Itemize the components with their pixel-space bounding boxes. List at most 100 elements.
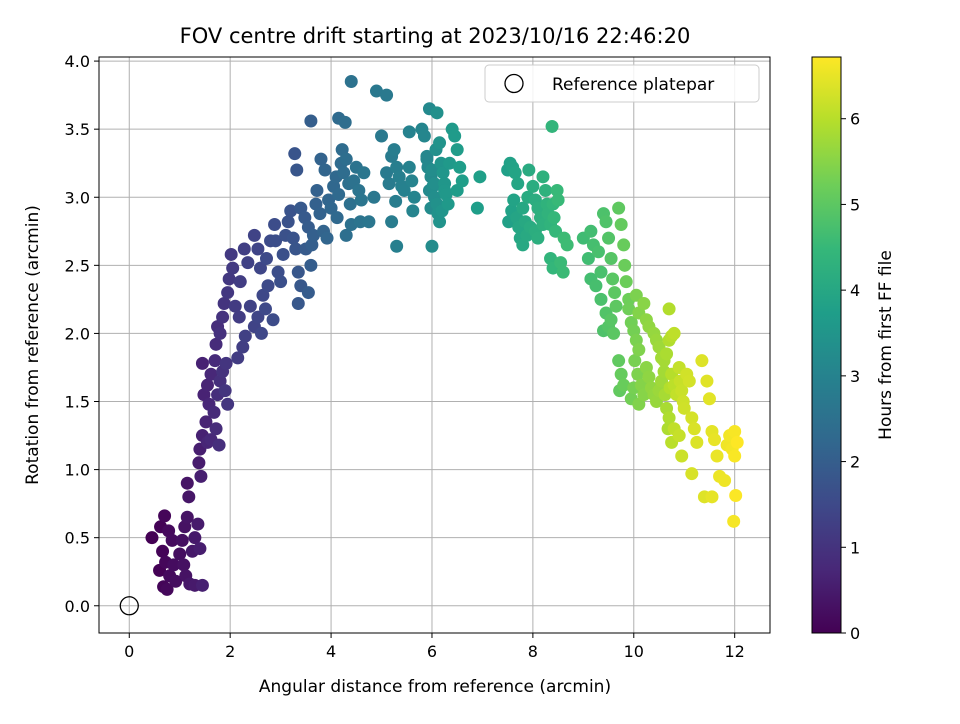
data-point [660,347,674,361]
data-point [169,574,183,588]
data-point [705,490,719,504]
data-point [221,286,235,300]
data-point [629,288,643,302]
data-point [728,449,742,463]
data-point [193,542,207,556]
colorbar-tick-label: 3 [850,367,860,386]
data-point [344,75,358,89]
data-point [256,288,270,302]
data-point [165,533,179,547]
colorbar-tick-label: 4 [850,281,860,300]
data-point [612,201,626,215]
data-point [237,242,251,256]
data-point [556,265,570,279]
data-point [167,558,181,572]
data-point [591,245,605,259]
y-tick-label: 1.5 [65,393,90,412]
y-tick-label: 3.5 [65,120,90,139]
data-point [199,415,213,429]
data-point [180,476,194,490]
data-point [339,152,353,166]
data-point [594,265,608,279]
data-point [304,258,318,272]
data-point [268,217,282,231]
data-point [200,378,214,392]
data-point [619,275,633,289]
data-point [618,258,632,272]
data-point [450,143,464,157]
data-point [339,228,353,242]
data-point [402,125,416,139]
data-point [180,510,194,524]
data-point [581,252,595,266]
data-point [305,238,319,252]
data-point [145,531,159,545]
data-point [192,456,206,470]
data-point [343,197,357,211]
data-point [318,163,332,177]
y-tick-label: 0.5 [65,529,90,548]
data-point [710,449,724,463]
colorbar-frame [811,56,842,634]
data-point [357,166,371,180]
data-point [685,467,699,481]
data-point [216,310,230,324]
colorbar-label: Hours from first FF file [876,250,896,440]
data-point [369,84,383,98]
data-point [276,247,290,261]
x-tick-label: 8 [528,642,538,661]
data-point [531,231,545,245]
data-point [417,129,431,143]
data-point [241,256,255,270]
data-point [306,228,320,242]
data-point [428,177,441,191]
data-point [675,449,689,463]
data-point [232,310,246,324]
legend-label: Reference platepar [552,75,714,95]
data-point [320,231,334,245]
data-point [632,343,646,357]
scatter-points [145,75,744,596]
data-point [594,292,608,306]
data-point [204,367,218,381]
data-point [261,279,275,293]
data-point [609,299,623,313]
data-point [604,313,618,327]
x-tick-label: 10 [624,642,644,661]
data-point [430,106,444,120]
data-point [194,469,208,483]
data-point [195,356,209,370]
y-tick-label: 2.5 [65,256,90,275]
data-point [682,374,696,388]
data-point [390,239,404,253]
legend: Reference platepar [484,64,760,103]
x-tick-label: 4 [326,642,336,661]
data-point [362,215,376,229]
data-point [224,247,238,261]
x-axis-label: Angular distance from reference (arcmin) [259,677,611,697]
data-point [301,286,315,300]
data-point [406,204,420,218]
data-point [324,201,338,215]
data-point [662,302,676,316]
data-point [622,302,636,316]
data-point [507,193,521,207]
data-point [443,156,457,170]
data-point [347,174,361,188]
data-point [212,438,226,452]
data-point [599,215,613,229]
y-tick-label: 0.0 [65,597,90,616]
data-point [208,354,222,368]
colorbar-tick-label: 2 [850,453,860,472]
data-point [436,166,450,180]
data-point [614,367,628,381]
data-point [290,163,304,177]
data-point [470,201,484,215]
data-point [602,231,616,245]
data-point [218,384,232,398]
data-point [690,435,704,449]
data-point [177,558,191,572]
data-point [448,129,462,143]
data-point [219,356,233,370]
data-point [547,211,561,225]
